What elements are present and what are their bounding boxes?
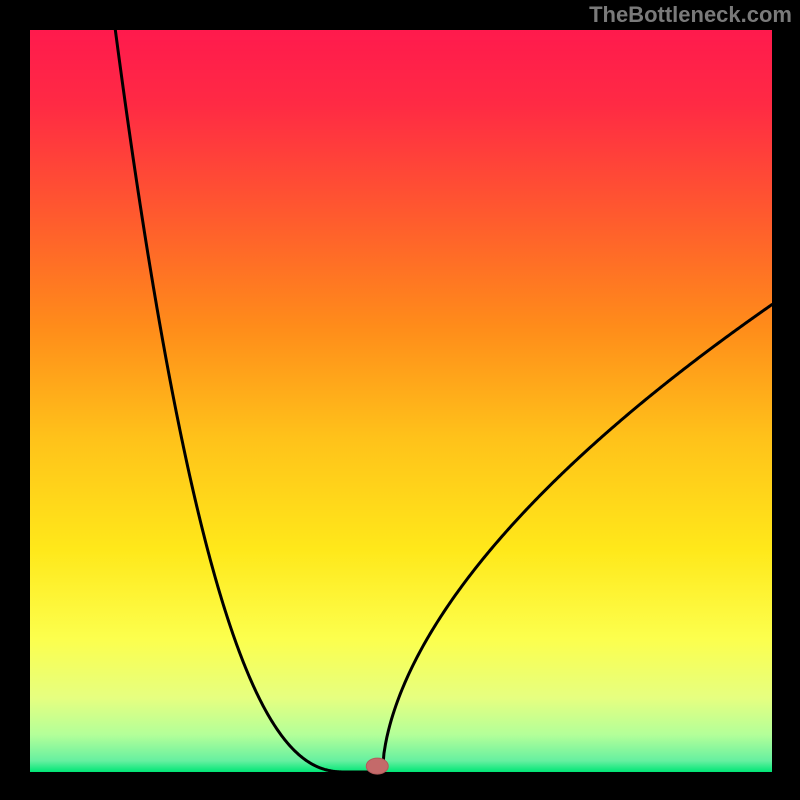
chart-container: { "meta": { "watermark_text": "TheBottle… (0, 0, 800, 800)
bottleneck-chart (0, 0, 800, 800)
plot-background (30, 30, 772, 772)
minimum-marker (366, 758, 388, 774)
watermark-text: TheBottleneck.com (589, 2, 792, 28)
